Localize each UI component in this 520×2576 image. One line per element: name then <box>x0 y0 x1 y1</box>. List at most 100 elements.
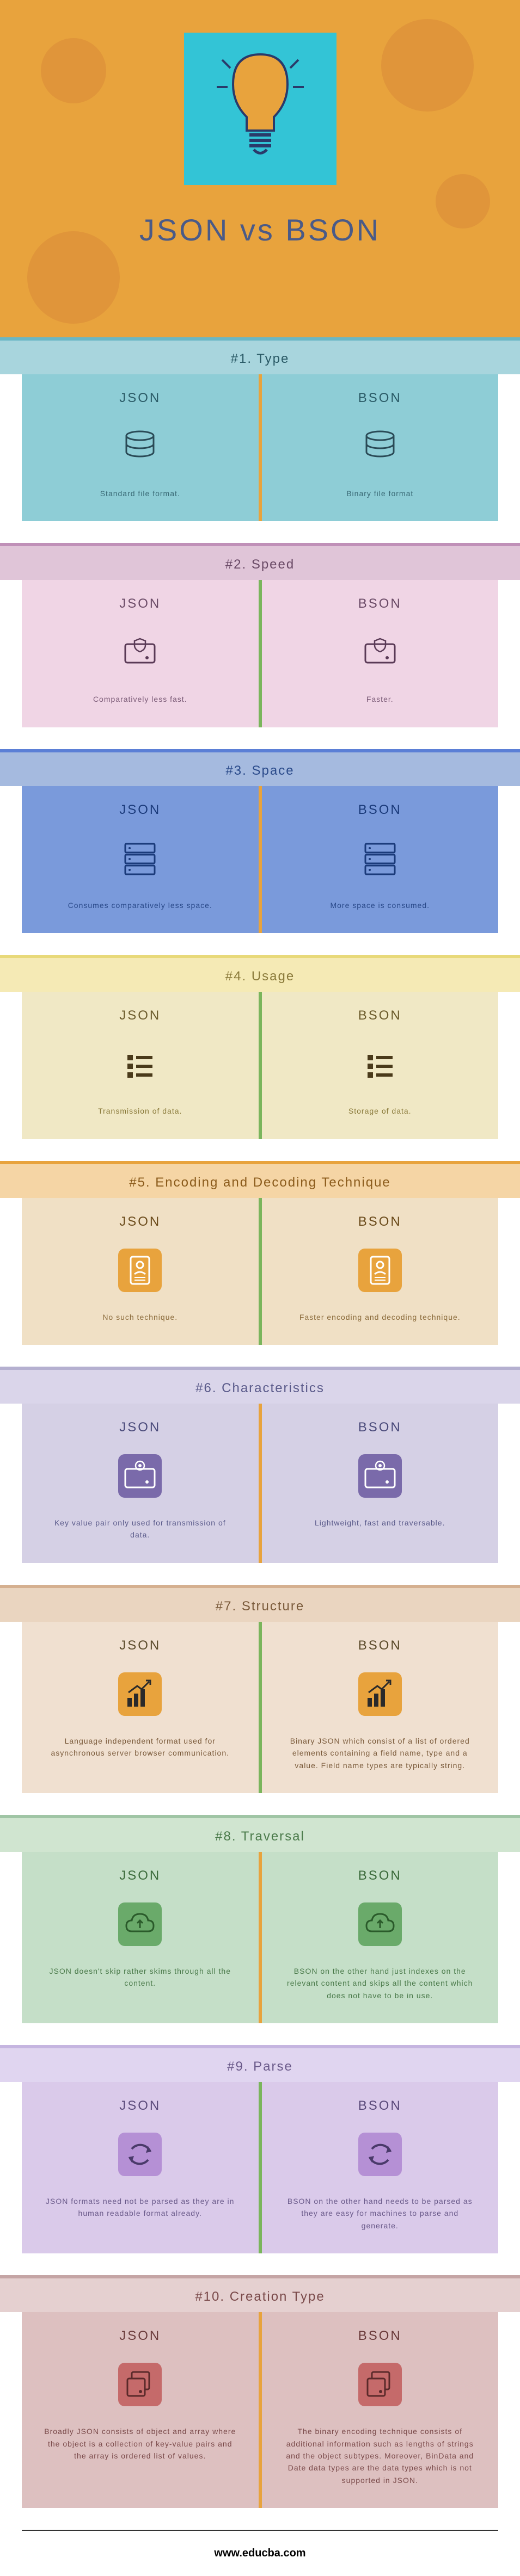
col-title: JSON <box>119 2328 161 2344</box>
drive-shield-icon <box>115 628 164 677</box>
section-header: #4. Usage <box>0 958 520 992</box>
col-title: BSON <box>358 596 402 611</box>
col-text: Comparatively less fast. <box>88 693 193 705</box>
col-text: No such technique. <box>97 1311 183 1323</box>
col-title: JSON <box>119 1868 161 1883</box>
col-title: JSON <box>119 2098 161 2114</box>
col-title: BSON <box>358 1008 402 1023</box>
col-title: JSON <box>119 596 161 611</box>
col-text: More space is consumed. <box>325 899 435 911</box>
copy-icon <box>115 2360 164 2409</box>
col-bson: BSON More space is consumed. <box>262 786 499 933</box>
cloud-up-icon <box>115 1900 164 1949</box>
hero-circle <box>381 19 474 112</box>
section-header: #3. Space <box>0 752 520 786</box>
col-title: BSON <box>358 391 402 406</box>
col-text: BSON on the other hand needs to be parse… <box>278 2195 482 2232</box>
col-json: JSON Language independent format used for… <box>22 1622 259 1793</box>
chart-up-icon <box>356 1670 405 1719</box>
database-icon <box>356 422 405 471</box>
drive-gear-icon <box>356 1451 405 1500</box>
hero-circle <box>41 38 106 103</box>
id-card-icon <box>115 1246 164 1295</box>
col-json: JSON Consumes comparatively less space. <box>22 786 259 933</box>
col-json: JSON Broadly JSON consists of object and … <box>22 2312 259 2508</box>
col-text: BSON on the other hand just indexes on t… <box>278 1965 482 2002</box>
compare-row: JSON Key value pair only used for transmi… <box>22 1404 498 1563</box>
cloud-up-icon <box>356 1900 405 1949</box>
col-text: The binary encoding technique consists o… <box>278 2425 482 2486</box>
list-icon <box>115 1040 164 1089</box>
col-title: BSON <box>358 1420 402 1435</box>
chart-up-icon <box>115 1670 164 1719</box>
footer: www.educba.com <box>22 2530 498 2576</box>
section-header: #6. Characteristics <box>0 1370 520 1404</box>
id-card-icon <box>356 1246 405 1295</box>
compare-row: JSON Broadly JSON consists of object and … <box>22 2312 498 2508</box>
hero: JSON vs BSON <box>0 0 520 337</box>
col-title: JSON <box>119 391 161 406</box>
col-json: JSON Comparatively less fast. <box>22 580 259 727</box>
section-header: #9. Parse <box>0 2048 520 2082</box>
drive-gear-icon <box>115 1451 164 1500</box>
database-icon <box>115 422 164 471</box>
compare-row: JSON Transmission of data. BSON Storage of … <box>22 992 498 1139</box>
server-icon <box>356 834 405 883</box>
col-text: JSON formats need not be parsed as they … <box>38 2195 242 2220</box>
col-title: JSON <box>119 1420 161 1435</box>
col-bson: BSON Binary file format <box>262 374 499 521</box>
col-bson: BSON Storage of data. <box>262 992 499 1139</box>
compare-row: JSON Standard file format. BSON Binary file… <box>22 374 498 521</box>
col-bson: BSON Faster encoding and decoding techniq… <box>262 1198 499 1345</box>
main-title: JSON vs BSON <box>0 212 520 248</box>
col-title: JSON <box>119 1214 161 1230</box>
col-text: Language independent format used for asy… <box>38 1735 242 1759</box>
section-header: #10. Creation Type <box>0 2278 520 2312</box>
col-json: JSONJSON doesn't skip rather skims throu… <box>22 1852 259 2023</box>
drive-shield-icon <box>356 628 405 677</box>
section-header: #8. Traversal <box>0 1818 520 1852</box>
section-header: #7. Structure <box>0 1588 520 1622</box>
col-title: BSON <box>358 1214 402 1230</box>
compare-row: JSON Comparatively less fast. BSON Faster. <box>22 580 498 727</box>
compare-row: JSON Consumes comparatively less space. BS… <box>22 786 498 933</box>
refresh-icon <box>356 2130 405 2179</box>
col-bson: BSON BSON on the other hand just indexes … <box>262 1852 499 2023</box>
col-bson: BSONThe binary encoding technique consis… <box>262 2312 499 2508</box>
compare-row: JSON JSON formats need not be parsed as t… <box>22 2082 498 2253</box>
compare-row: JSON Language independent format used for… <box>22 1622 498 1793</box>
col-bson: BSON Lightweight, fast and traversable. <box>262 1404 499 1563</box>
col-text: Transmission of data. <box>93 1105 187 1117</box>
col-title: BSON <box>358 1868 402 1883</box>
col-text: Faster. <box>361 693 399 705</box>
col-json: JSON No such technique. <box>22 1198 259 1345</box>
col-bson: BSONBSON on the other hand needs to be p… <box>262 2082 499 2253</box>
refresh-icon <box>115 2130 164 2179</box>
bulb-icon <box>184 33 337 185</box>
col-json: JSON JSON formats need not be parsed as t… <box>22 2082 259 2253</box>
col-text: Standard file format. <box>95 487 186 499</box>
col-text: Consumes comparatively less space. <box>63 899 218 911</box>
col-title: JSON <box>119 1008 161 1023</box>
section-header: #1. Type <box>0 341 520 374</box>
col-text: Storage of data. <box>343 1105 417 1117</box>
col-bson: BSON Binary JSON which consist of a list … <box>262 1622 499 1793</box>
col-text: Lightweight, fast and traversable. <box>309 1517 450 1529</box>
col-text: Binary file format <box>341 487 419 499</box>
col-text: Key value pair only used for transmissio… <box>38 1517 242 1541</box>
col-text: Binary JSON which consist of a list of o… <box>278 1735 482 1771</box>
col-text: Faster encoding and decoding technique. <box>294 1311 466 1323</box>
section-header: #2. Speed <box>0 546 520 580</box>
copy-icon <box>356 2360 405 2409</box>
col-json: JSON Key value pair only used for transmi… <box>22 1404 259 1563</box>
col-bson: BSON Faster. <box>262 580 499 727</box>
col-title: JSON <box>119 802 161 818</box>
compare-row: JSONJSON doesn't skip rather skims throu… <box>22 1852 498 2023</box>
list-icon <box>356 1040 405 1089</box>
col-text: Broadly JSON consists of object and arra… <box>38 2425 242 2462</box>
col-json: JSON Transmission of data. <box>22 992 259 1139</box>
col-title: JSON <box>119 1638 161 1653</box>
col-title: BSON <box>358 1638 402 1653</box>
col-title: BSON <box>358 802 402 818</box>
server-icon <box>115 834 164 883</box>
